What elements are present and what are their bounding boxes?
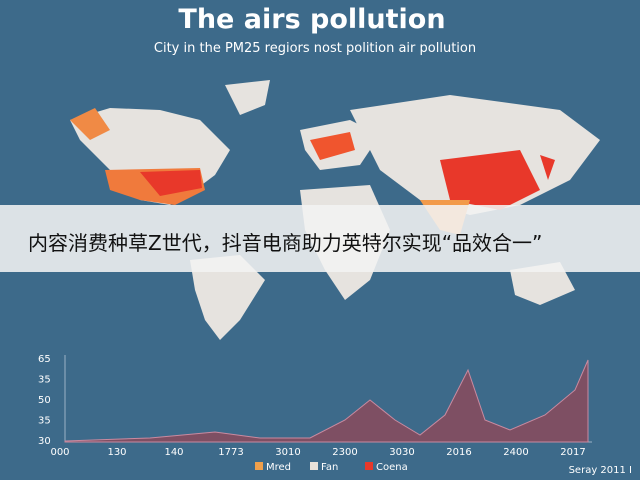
x-tick-label: 2400 xyxy=(503,447,528,458)
legend-swatch xyxy=(310,462,318,470)
legend-label: Mred xyxy=(266,462,291,473)
y-tick-label: 35 xyxy=(38,375,51,386)
x-tick-label: 2017 xyxy=(560,447,585,458)
x-tick-label: 1773 xyxy=(218,447,243,458)
x-tick-label: 140 xyxy=(164,447,183,458)
y-tick-label: 50 xyxy=(38,395,51,406)
banner-text: 内容消费种草Z世代，抖音电商助力英特尔实现“品效合一” xyxy=(28,231,542,255)
banner xyxy=(0,205,640,272)
area xyxy=(64,359,589,443)
x-tick-label: 2016 xyxy=(446,447,471,458)
legend-label: Coena xyxy=(376,462,408,473)
y-tick-label: 35 xyxy=(38,416,51,427)
legend-swatch xyxy=(365,462,373,470)
legend-swatch xyxy=(255,462,263,470)
x-tick-label: 000 xyxy=(50,447,69,458)
y-tick-label: 30 xyxy=(38,436,51,447)
y-tick-label: 65 xyxy=(38,354,51,365)
title: The airs pollution xyxy=(178,4,445,35)
footer: Seray 2011 I xyxy=(569,465,632,476)
x-tick-label: 130 xyxy=(107,447,126,458)
area-chart xyxy=(64,355,592,443)
subtitle: City in the PM25 regiors nost polition a… xyxy=(154,41,476,56)
x-tick-label: 2300 xyxy=(332,447,357,458)
x-tick-label: 3010 xyxy=(275,447,300,458)
x-tick-label: 3030 xyxy=(389,447,414,458)
legend-label: Fan xyxy=(321,462,338,473)
